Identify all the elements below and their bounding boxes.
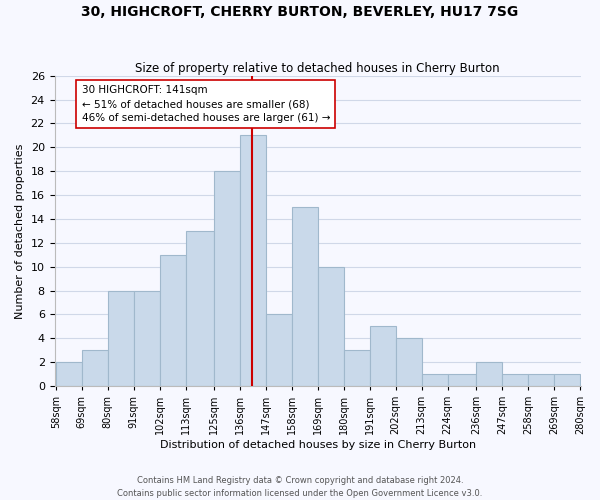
Bar xyxy=(56,362,82,386)
Bar xyxy=(214,171,240,386)
Bar xyxy=(554,374,580,386)
Bar xyxy=(240,136,266,386)
Bar xyxy=(395,338,422,386)
Text: 30 HIGHCROFT: 141sqm
← 51% of detached houses are smaller (68)
46% of semi-detac: 30 HIGHCROFT: 141sqm ← 51% of detached h… xyxy=(82,85,330,123)
Bar xyxy=(318,266,344,386)
Bar xyxy=(370,326,395,386)
Bar xyxy=(266,314,292,386)
Y-axis label: Number of detached properties: Number of detached properties xyxy=(15,143,25,318)
Bar xyxy=(476,362,502,386)
Text: 30, HIGHCROFT, CHERRY BURTON, BEVERLEY, HU17 7SG: 30, HIGHCROFT, CHERRY BURTON, BEVERLEY, … xyxy=(82,5,518,19)
Bar xyxy=(185,231,214,386)
Bar xyxy=(82,350,107,386)
Bar xyxy=(422,374,448,386)
Text: Contains HM Land Registry data © Crown copyright and database right 2024.
Contai: Contains HM Land Registry data © Crown c… xyxy=(118,476,482,498)
Bar xyxy=(160,254,185,386)
Title: Size of property relative to detached houses in Cherry Burton: Size of property relative to detached ho… xyxy=(136,62,500,74)
Bar xyxy=(344,350,370,386)
Bar xyxy=(134,290,160,386)
Bar xyxy=(502,374,528,386)
Bar xyxy=(528,374,554,386)
Bar xyxy=(107,290,134,386)
X-axis label: Distribution of detached houses by size in Cherry Burton: Distribution of detached houses by size … xyxy=(160,440,476,450)
Bar xyxy=(292,207,318,386)
Bar xyxy=(448,374,476,386)
